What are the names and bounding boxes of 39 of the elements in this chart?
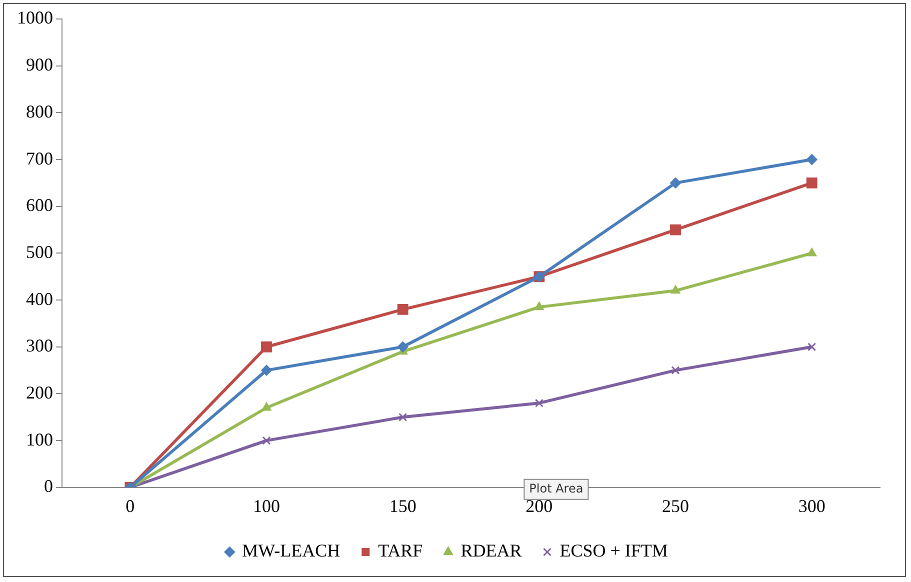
point bbox=[534, 302, 544, 310]
y-tick-label: 100 bbox=[26, 429, 53, 450]
annotation: Plot Area bbox=[529, 482, 584, 496]
point bbox=[397, 341, 408, 352]
x-tick-label: 250 bbox=[662, 496, 689, 516]
point bbox=[534, 398, 544, 408]
point bbox=[398, 412, 408, 422]
x-tick-label: 150 bbox=[389, 496, 416, 516]
y-tick-label: 300 bbox=[26, 336, 53, 356]
y-tick-label: 1000 bbox=[17, 8, 53, 28]
point bbox=[808, 342, 816, 352]
point bbox=[261, 364, 272, 376]
y-tick-label: 400 bbox=[26, 288, 53, 309]
x-tick-label: 100 bbox=[253, 496, 280, 516]
point bbox=[262, 436, 271, 445]
point bbox=[806, 154, 818, 166]
y-tick-label: 0 bbox=[44, 476, 53, 496]
y-tick-label: 800 bbox=[26, 101, 53, 122]
legend-label: RDEAR bbox=[460, 540, 522, 561]
y-tick-label: 500 bbox=[26, 242, 53, 262]
point bbox=[806, 177, 818, 188]
point bbox=[670, 177, 681, 188]
point bbox=[670, 224, 681, 236]
point bbox=[807, 248, 817, 256]
y-tick-label: 700 bbox=[26, 148, 53, 168]
x-tick-label: 200 bbox=[526, 496, 553, 516]
point bbox=[397, 304, 408, 315]
point bbox=[671, 366, 680, 375]
y-tick-label: 600 bbox=[26, 195, 53, 216]
point bbox=[262, 402, 272, 411]
legend-label: TARF bbox=[378, 540, 423, 561]
y-tick-label: 900 bbox=[26, 54, 53, 75]
y-tick-label: 200 bbox=[26, 382, 53, 402]
point bbox=[670, 285, 680, 294]
x-tick-label: 0 bbox=[126, 496, 135, 516]
x-tick-label: 300 bbox=[798, 496, 826, 516]
point bbox=[261, 341, 272, 352]
legend-label: ECSO + IFTM bbox=[560, 540, 668, 561]
legend-label: MW-LEACH bbox=[242, 540, 340, 561]
